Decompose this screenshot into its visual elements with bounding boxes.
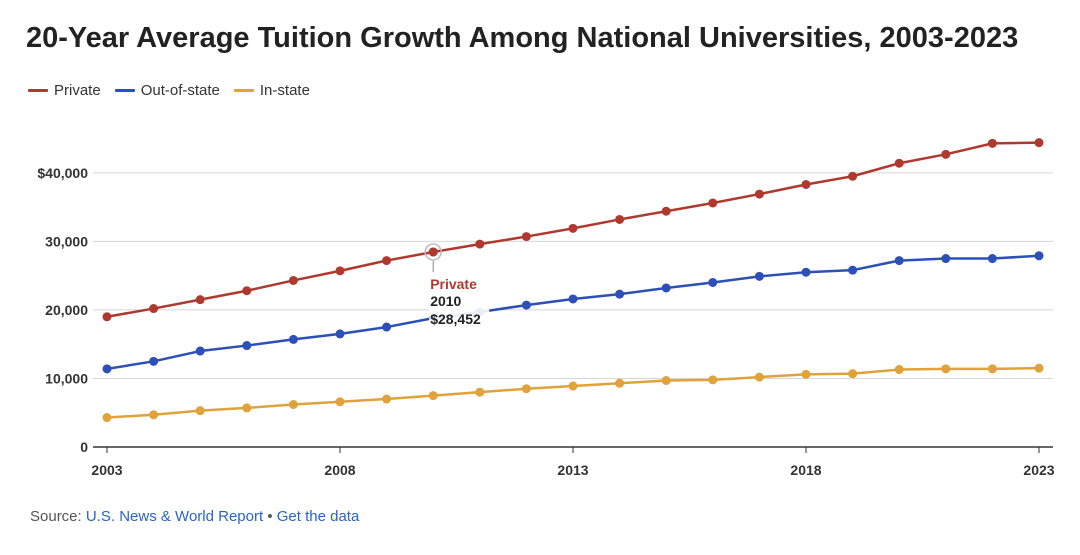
- x-tick-label: 2018: [790, 462, 821, 478]
- legend-label-in-state: In-state: [259, 82, 310, 99]
- data-point-private: [661, 206, 671, 216]
- data-point-in-state: [335, 397, 345, 407]
- y-tick-label: 10,000: [45, 370, 88, 386]
- data-point-private: [288, 275, 298, 285]
- data-point-out-of-state: [102, 364, 112, 374]
- data-point-in-state: [521, 384, 531, 394]
- data-point-out-of-state: [661, 283, 671, 293]
- data-point-in-state: [382, 394, 392, 404]
- data-point-out-of-state: [708, 278, 718, 287]
- legend-item-out-of-state[interactable]: Out-of-state: [114, 82, 220, 99]
- y-tick-label: 0: [80, 439, 88, 455]
- chart-title: 20-Year Average Tuition Growth Among Nat…: [26, 22, 1019, 54]
- legend-swatch-out-of-state: [114, 89, 135, 92]
- data-point-in-state: [288, 400, 298, 410]
- data-point-out-of-state: [521, 300, 531, 310]
- data-point-private: [102, 312, 112, 322]
- tooltip-series: Private: [430, 276, 477, 292]
- tooltip-point: [428, 247, 438, 257]
- data-point-in-state: [428, 391, 438, 401]
- legend-item-private[interactable]: Private: [28, 82, 101, 99]
- data-point-out-of-state: [242, 341, 252, 351]
- legend-label-private: Private: [54, 82, 101, 99]
- data-point-in-state: [941, 364, 951, 374]
- data-point-in-state: [102, 413, 112, 423]
- data-point-in-state: [195, 406, 205, 416]
- x-tick-label: 2008: [324, 462, 355, 478]
- source-prefix: Source:: [30, 508, 86, 525]
- data-point-in-state: [661, 376, 671, 386]
- data-point-private: [521, 232, 531, 242]
- data-point-private: [894, 158, 904, 168]
- x-tick-label: 2003: [91, 462, 122, 478]
- get-data-link[interactable]: Get the data: [276, 508, 360, 525]
- y-tick-label: $40,000: [37, 165, 88, 181]
- footer-separator: •: [263, 508, 277, 525]
- data-point-private: [475, 239, 485, 249]
- data-point-out-of-state: [615, 289, 625, 299]
- data-point-in-state: [801, 369, 811, 379]
- x-axis: 2003 2008 2013 2018 2023: [91, 446, 1055, 478]
- data-point-out-of-state: [568, 294, 578, 304]
- series-lines: [102, 138, 1044, 423]
- data-point-private: [848, 171, 858, 181]
- legend-label-out-of-state: Out-of-state: [140, 82, 220, 99]
- y-axis-labels: 0 10,000 20,000 30,000 $40,000: [37, 165, 88, 455]
- data-point-private: [195, 295, 205, 305]
- data-point-in-state: [568, 381, 578, 391]
- data-point-out-of-state: [754, 271, 764, 281]
- data-point-in-state: [149, 410, 159, 420]
- data-point-in-state: [1034, 363, 1044, 373]
- data-point-out-of-state: [894, 256, 904, 266]
- x-tick-label: 2013: [557, 462, 588, 478]
- data-point-out-of-state: [335, 329, 345, 339]
- tooltip-highlight-ring: [424, 243, 442, 261]
- data-point-out-of-state: [288, 334, 298, 344]
- data-point-private: [1034, 138, 1044, 148]
- y-tick-label: 30,000: [45, 233, 88, 249]
- data-point-in-state: [242, 403, 252, 413]
- data-point-in-state: [615, 378, 625, 388]
- source-link[interactable]: U.S. News & World Report: [85, 508, 264, 525]
- data-point-private: [382, 256, 392, 266]
- data-point-out-of-state: [987, 254, 997, 264]
- data-point-out-of-state: [382, 322, 392, 332]
- legend-swatch-in-state: [233, 89, 254, 92]
- series-line-out-of-state: [106, 254, 1040, 371]
- tooltip-year: 2010: [430, 293, 461, 309]
- data-point-out-of-state: [1034, 251, 1044, 261]
- data-point-private: [754, 189, 764, 199]
- data-point-in-state: [987, 364, 997, 374]
- data-point-in-state: [754, 372, 764, 382]
- y-tick-label: 20,000: [45, 302, 88, 318]
- data-point-out-of-state: [941, 254, 951, 264]
- data-point-in-state: [475, 387, 485, 397]
- data-point-private: [149, 304, 159, 314]
- data-point-out-of-state: [195, 346, 205, 356]
- data-point-in-state: [894, 365, 904, 375]
- data-point-private: [615, 214, 625, 224]
- data-point-private: [242, 286, 252, 296]
- data-point-private: [801, 179, 811, 189]
- tooltip-value: $28,452: [430, 311, 481, 327]
- legend-item-in-state[interactable]: In-state: [233, 82, 310, 99]
- data-point-private: [708, 198, 718, 208]
- legend-swatch-private: [28, 89, 48, 92]
- chart-legend: Private Out-of-state In-state: [28, 82, 324, 99]
- data-point-private: [568, 223, 578, 233]
- source-footer: Source: U.S. News & World Report • Get t…: [30, 508, 359, 525]
- x-tick-label: 2023: [1023, 462, 1054, 478]
- data-point-private: [941, 149, 951, 159]
- tooltip-box: [429, 271, 490, 328]
- data-point-out-of-state: [848, 265, 858, 275]
- data-point-in-state: [848, 369, 858, 379]
- data-point-private: [987, 138, 997, 148]
- data-point-out-of-state: [801, 267, 811, 277]
- data-point-out-of-state: [149, 356, 159, 366]
- data-point-in-state: [708, 375, 718, 385]
- gridlines: [93, 172, 1053, 379]
- data-point-private: [335, 266, 345, 276]
